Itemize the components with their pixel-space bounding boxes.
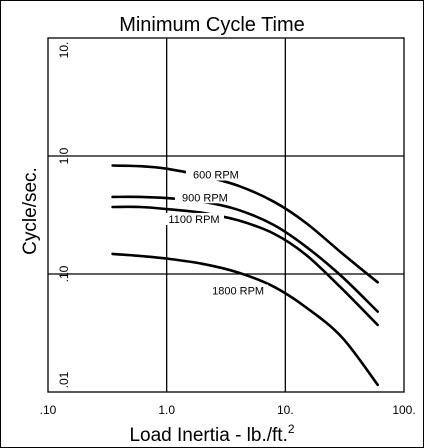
y-tick-label: 1.0	[57, 147, 71, 164]
label-layer: 600 RPM 900 RPM 1100 RPM 1800 RPM	[164, 168, 269, 297]
y-tick-label: 10.	[57, 42, 71, 59]
y-tick-label: .10	[57, 265, 71, 282]
x-axis-label-text: Load Inertia - lb./ft.	[129, 425, 287, 446]
x-tick-label: 1.0	[158, 403, 175, 417]
tick-layer: .10 1.0 10. 100. .01 .10 1.0 10.	[40, 42, 416, 417]
x-tick-label: 10.	[277, 403, 294, 417]
series-line-1100-rpm	[111, 205, 379, 327]
series-line-600-rpm	[111, 164, 379, 284]
y-tick-label: .01	[57, 371, 71, 388]
series-label-background	[164, 212, 225, 225]
x-tick-label: .10	[40, 403, 57, 417]
chart-title: Minimum Cycle Time	[119, 14, 305, 36]
x-tick-label: 100.	[392, 403, 415, 417]
series-label-background	[208, 284, 269, 297]
series-label: 600 RPM	[193, 170, 239, 182]
plot-area	[47, 37, 405, 393]
x-axis-label-superscript: 2	[288, 422, 295, 436]
series-label: 1100 RPM	[168, 214, 219, 226]
x-axis-label: Load Inertia - lb./ft.2	[129, 422, 294, 446]
series-line-900-rpm	[111, 195, 379, 313]
series-label: 900 RPM	[182, 192, 228, 204]
series-label-background	[174, 191, 235, 204]
y-axis-label: Cycle/sec.	[20, 167, 41, 255]
series-label: 1800 RPM	[212, 285, 264, 297]
series-label-background	[185, 168, 246, 181]
series-line-1800-rpm	[111, 252, 379, 387]
curve-layer	[111, 164, 379, 387]
